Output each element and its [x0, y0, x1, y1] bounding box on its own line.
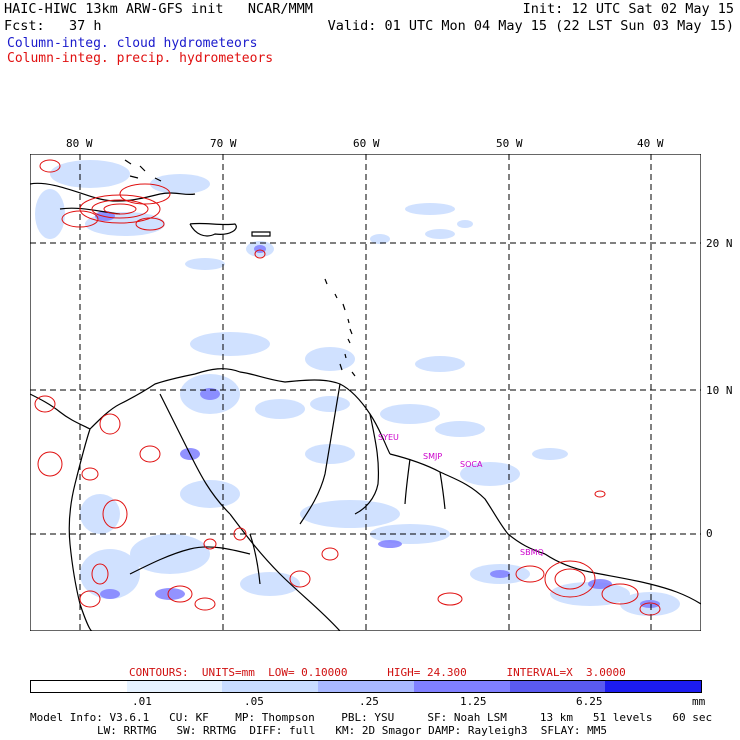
station-labels: SYEU SMJP SOCA SBMQ — [378, 433, 544, 557]
colorbar-bin-3 — [318, 681, 414, 692]
station-sbmq: SBMQ — [520, 548, 544, 557]
colorbar-tick-0: .01 — [132, 695, 152, 708]
cloud-shading — [35, 160, 680, 616]
legend-cloud: Column-integ. cloud hydrometeors — [7, 36, 258, 51]
colorbar-tick-3: 1.25 — [460, 695, 487, 708]
colorbar-bin-1 — [126, 681, 223, 692]
lon-label-70w: 70 W — [210, 137, 237, 150]
plot-title: HAIC-HIWC 13km ARW-GFS init NCAR/MMM — [4, 1, 313, 17]
colorbar-tick-1: .05 — [244, 695, 264, 708]
lon-label-40w: 40 W — [637, 137, 664, 150]
lon-label-80w: 80 W — [66, 137, 93, 150]
legend-precip: Column-integ. precip. hydrometeors — [7, 51, 274, 66]
map-panel: SYEU SMJP SOCA SBMQ — [30, 154, 701, 631]
cloud-shading-dark — [95, 211, 660, 608]
coastlines — [30, 159, 701, 631]
valid-time: Valid: 01 UTC Mon 04 May 15 (22 LST Sun … — [327, 18, 734, 34]
map-svg: SYEU SMJP SOCA SBMQ — [30, 154, 701, 631]
lon-label-50w: 50 W — [496, 137, 523, 150]
station-soca: SOCA — [460, 460, 483, 469]
colorbar-bin-2 — [222, 681, 319, 692]
forecast-hour: Fcst: 37 h — [4, 18, 102, 34]
colorbar-units: mm — [692, 695, 706, 708]
lat-label-10n: 10 N — [706, 384, 733, 397]
contours-info: CONTOURS: UNITS=mm LOW= 0.10000 HIGH= 24… — [129, 666, 626, 679]
lat-label-20n: 20 N — [706, 237, 733, 250]
colorbar-bin-5 — [509, 681, 606, 692]
colorbar-bin-6 — [605, 681, 702, 692]
model-info-line1: Model Info: V3.6.1 CU: KF MP: Thompson P… — [30, 711, 713, 724]
model-info-line2: LW: RRTMG SW: RRTMG DIFF: full KM: 2D Sm… — [97, 724, 607, 737]
colorbar-tick-4: 6.25 — [576, 695, 603, 708]
precip-contours — [34, 159, 661, 616]
station-syeu: SYEU — [378, 433, 399, 442]
colorbar-bin-0 — [31, 681, 127, 692]
init-time: Init: 12 UTC Sat 02 May 15 — [522, 1, 734, 17]
lon-label-60w: 60 W — [353, 137, 380, 150]
lat-label-0: 0 — [706, 527, 713, 540]
station-smjp: SMJP — [423, 452, 442, 461]
colorbar-tick-2: .25 — [359, 695, 379, 708]
colorbar — [30, 680, 702, 693]
grid-lines — [30, 154, 701, 631]
colorbar-bin-4 — [413, 681, 510, 692]
